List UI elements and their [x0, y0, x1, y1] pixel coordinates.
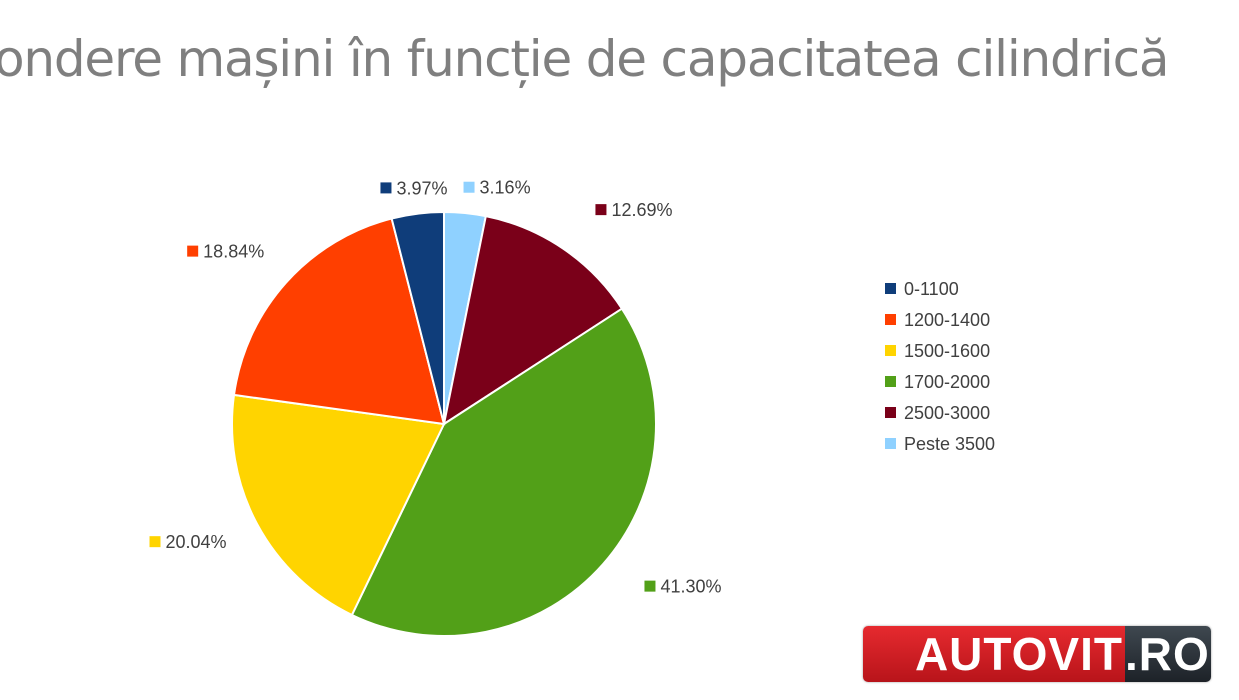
data-label-text: 41.30% [660, 577, 721, 597]
legend-swatch [885, 438, 896, 449]
legend-label: 1700-2000 [904, 372, 990, 392]
chart-title: ondere mașini în funcție de capacitatea … [0, 30, 1170, 88]
pie-slice-1500-1600 [231, 393, 446, 617]
pie-slice-1200-1400 [232, 217, 446, 426]
data-label-2500-3000: 12.69% [595, 200, 673, 220]
legend-label: 0-1100 [904, 279, 959, 299]
pie-slice-0-1100 [390, 210, 445, 425]
data-label-text: 12.69% [611, 200, 672, 220]
logo-text-ro: .RO [1125, 626, 1211, 682]
data-label-text: 20.04% [166, 532, 227, 552]
legend-swatch [885, 407, 896, 418]
data-label-1700-2000: 41.30% [644, 577, 722, 597]
data-label-1500-1600: 20.04% [149, 532, 227, 552]
data-label-text: 18.84% [203, 242, 264, 262]
legend-item-1700-2000: 1700-2000 [885, 372, 990, 392]
data-label-swatch [380, 182, 392, 194]
legend-swatch [885, 314, 896, 325]
legend-label: 1500-1600 [904, 341, 990, 361]
legend-label: 2500-3000 [904, 403, 990, 423]
logo-text-autovit: AUTOVIT [863, 626, 1125, 682]
legend-item-peste-3500: Peste 3500 [885, 434, 995, 454]
pie-slice-1700-2000 [350, 307, 657, 637]
data-label-swatch [644, 580, 656, 592]
data-label-swatch [463, 181, 475, 193]
legend-item-1200-1400: 1200-1400 [885, 310, 990, 330]
legend-swatch [885, 345, 896, 356]
legend-item-0-1100: 0-1100 [885, 279, 959, 299]
data-label-swatch [595, 204, 607, 216]
data-label-0-1100: 3.97% [380, 178, 448, 198]
data-label-peste-3500: 3.16% [463, 178, 531, 198]
data-label-text: 3.97% [396, 178, 447, 198]
legend-item-2500-3000: 2500-3000 [885, 403, 990, 423]
data-label-text: 3.16% [480, 178, 531, 198]
legend-swatch [885, 376, 896, 387]
legend-swatch [885, 283, 896, 294]
legend-label: Peste 3500 [904, 434, 995, 454]
legend-label: 1200-1400 [904, 310, 990, 330]
data-label-1200-1400: 18.84% [187, 242, 264, 262]
data-label-swatch [187, 245, 199, 257]
legend-item-1500-1600: 1500-1600 [885, 341, 990, 361]
pie-slice-2500-3000 [442, 214, 624, 427]
autovit-logo: AUTOVIT .RO [863, 626, 1211, 682]
data-label-swatch [149, 536, 161, 548]
